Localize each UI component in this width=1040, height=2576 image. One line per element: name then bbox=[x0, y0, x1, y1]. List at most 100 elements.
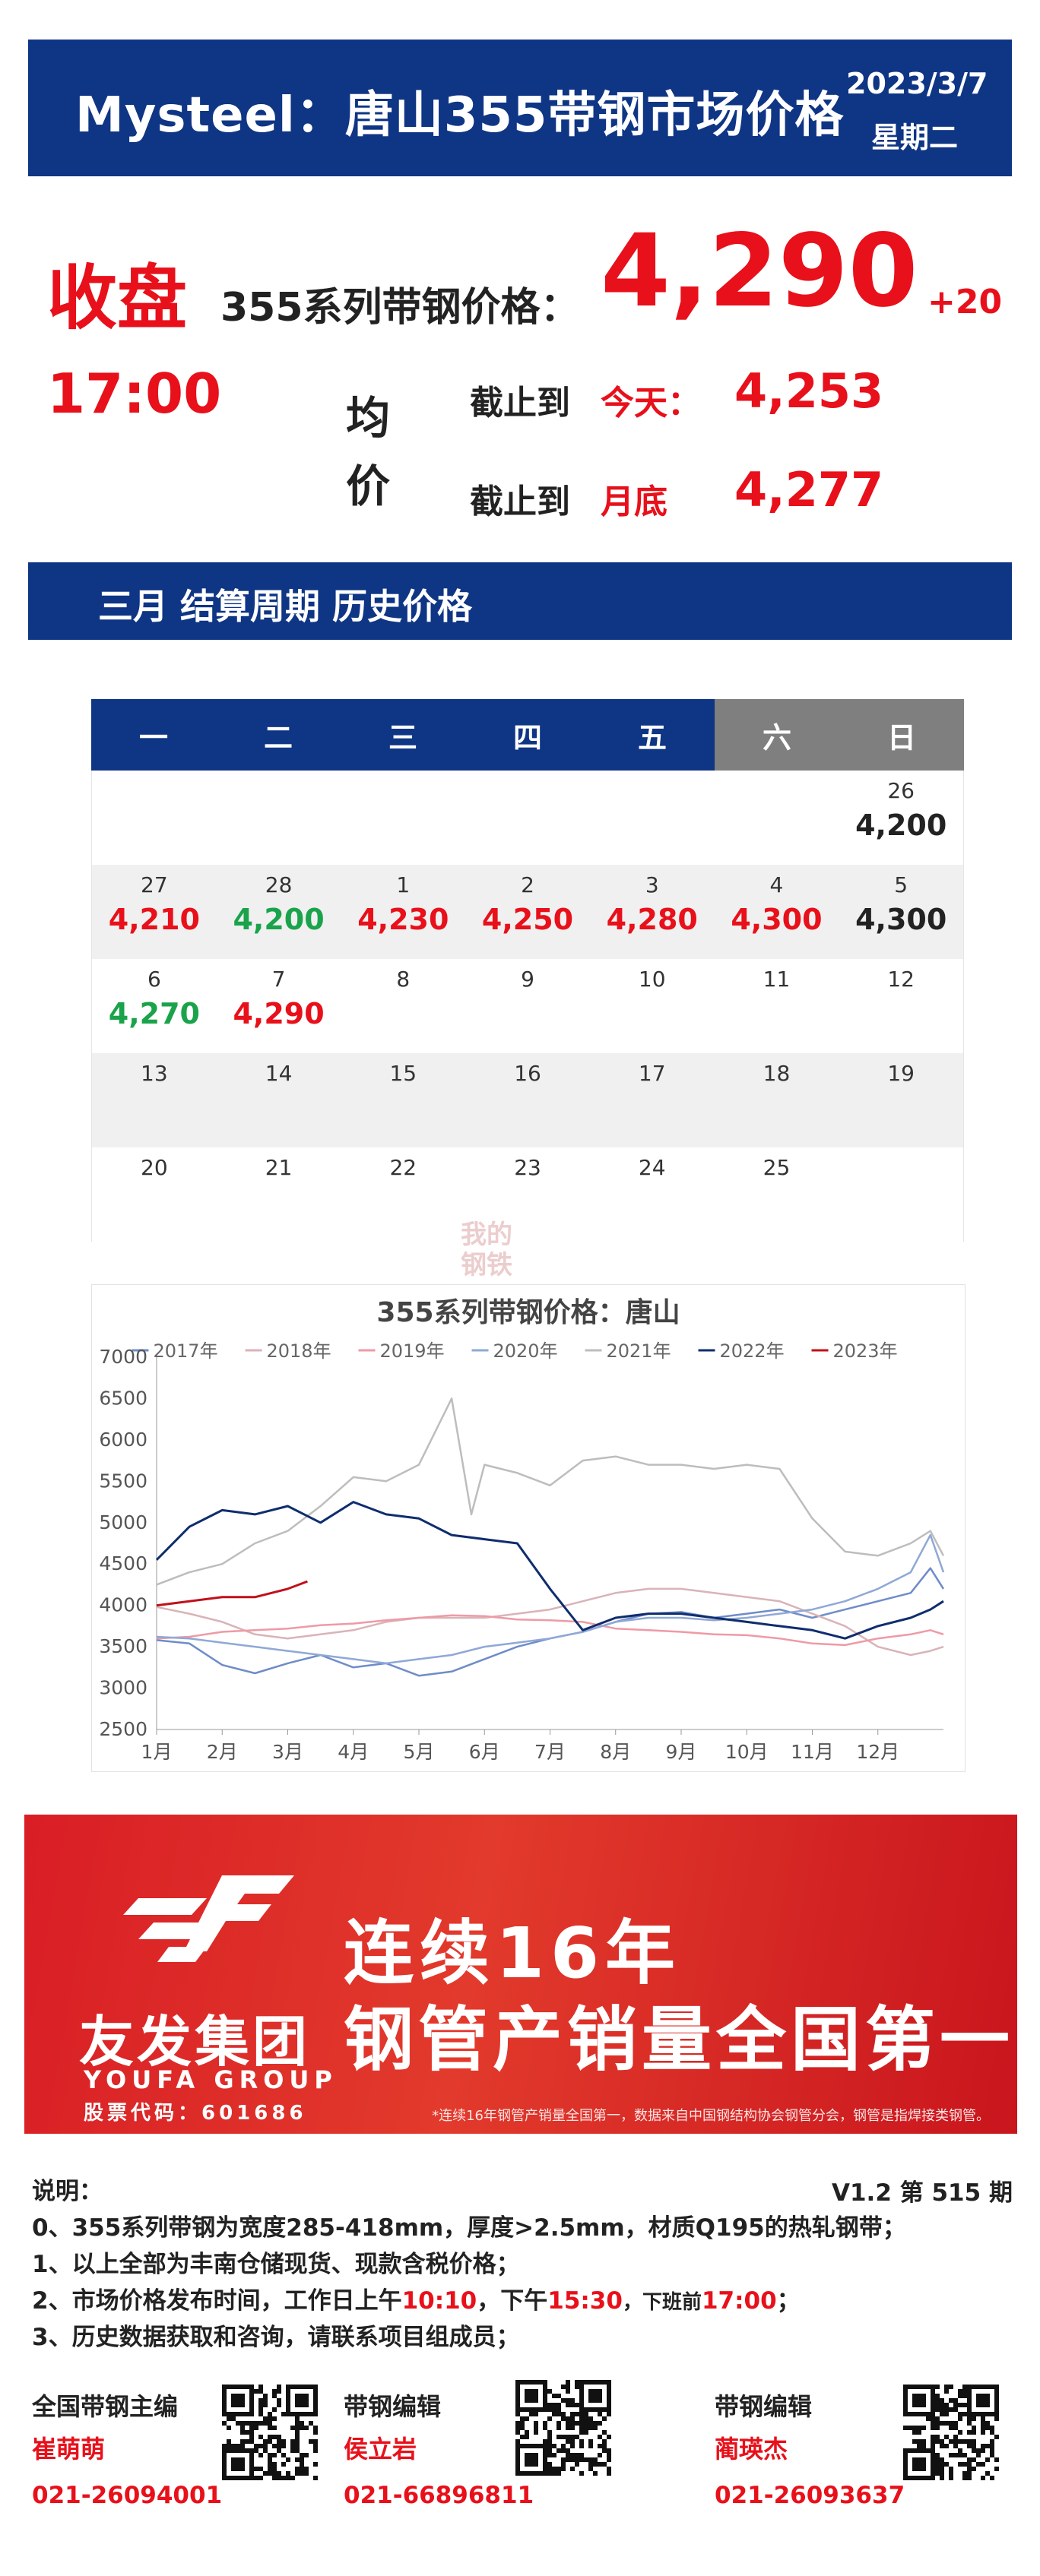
calendar-header: 一二三四五六日 bbox=[91, 699, 964, 771]
calendar-day-cell: 25 bbox=[715, 1147, 839, 1242]
contact-chief-editor: 全国带钢主编 崔萌萌 021-26094001 bbox=[32, 2388, 222, 2509]
price-calendar: 一二三四五六日 26 4,200 27 4,210 28 4,200 1 4,230 2 4,25… bbox=[91, 699, 964, 1242]
note-line-2-b: ，下午 bbox=[477, 2287, 548, 2315]
y-tick-label: 6500 bbox=[99, 1387, 147, 1409]
x-tick-label: 8月 bbox=[600, 1741, 631, 1763]
avg-month-value: 4,277 bbox=[734, 462, 884, 517]
calendar-day-cell: 4 4,300 bbox=[715, 865, 839, 959]
calendar-day-number: 5 bbox=[894, 872, 908, 897]
ad-banner[interactable]: 友发集团 YOUFA GROUP 股票代码：601686 连续16年 钢管产销量… bbox=[24, 1815, 1017, 2134]
note-line-3: 3、历史数据获取和咨询，请联系项目组成员； bbox=[32, 2324, 520, 2351]
legend-entry: 2022年 bbox=[720, 1340, 785, 1362]
price-value: 4,290 bbox=[601, 213, 918, 330]
notes-section: 说明： V1.2 第 515 期 0、355系列带钢为宽度285-418mm，厚… bbox=[32, 2173, 1013, 2356]
calendar-weekday-header: 日 bbox=[839, 699, 964, 771]
calendar-day-price: 4,210 bbox=[108, 903, 200, 936]
calendar-day-cell: 12 bbox=[839, 959, 963, 1053]
y-tick-label: 3500 bbox=[99, 1635, 147, 1657]
header-bar: Mysteel：唐山355带钢市场价格 2023/3/7 星期二 bbox=[28, 40, 1012, 176]
series-line bbox=[156, 1567, 945, 1677]
contact-phone[interactable]: 021-66896811 bbox=[344, 2482, 534, 2509]
contact-phone[interactable]: 021-26094001 bbox=[32, 2482, 223, 2509]
contact-name: 崔萌萌 bbox=[32, 2435, 106, 2464]
legend-entry: 2017年 bbox=[154, 1340, 218, 1362]
calendar-day-cell: 6 4,270 bbox=[92, 959, 217, 1053]
series-line bbox=[156, 1397, 945, 1586]
watermark-logo: 我的钢铁 bbox=[461, 1220, 512, 1280]
calendar-day-cell bbox=[715, 771, 839, 865]
contact-name: 蔺瑛杰 bbox=[715, 2435, 788, 2464]
calendar-day-cell: 10 bbox=[590, 959, 715, 1053]
price-label: 355系列带钢价格： bbox=[220, 285, 580, 331]
x-tick-label: 6月 bbox=[469, 1741, 500, 1763]
y-tick-label: 5000 bbox=[99, 1511, 147, 1533]
calendar-day-number: 24 bbox=[638, 1155, 666, 1180]
close-label: 收盘 bbox=[47, 258, 188, 339]
calendar-day-price: 4,300 bbox=[731, 903, 823, 936]
calendar-day-price: 4,300 bbox=[855, 903, 947, 936]
calendar-weekday-header: 一 bbox=[91, 699, 216, 771]
calendar-day-cell: 19 bbox=[839, 1053, 963, 1147]
section-bar: 三月 结算周期 历史价格 bbox=[28, 562, 1012, 640]
ad-brand-en: YOUFA GROUP bbox=[84, 2065, 338, 2094]
series-line bbox=[155, 1501, 944, 1640]
note-line-2-a: 2、市场价格发布时间，工作日上午 bbox=[32, 2287, 402, 2315]
calendar-day-number: 7 bbox=[271, 967, 286, 992]
avg-today-value: 4,253 bbox=[734, 363, 884, 419]
contact-role: 带钢编辑 bbox=[715, 2392, 813, 2421]
version-issue: V1.2 第 515 期 bbox=[832, 2179, 1013, 2207]
calendar-day-number: 8 bbox=[396, 967, 411, 992]
contact-name: 侯立岩 bbox=[344, 2435, 417, 2464]
calendar-day-price: 4,280 bbox=[606, 903, 698, 936]
series-line bbox=[156, 1614, 944, 1647]
chart-svg: 355系列带钢价格：唐山 2017年 2018年 2019年 2020年 2021年 202… bbox=[99, 1296, 945, 1763]
legend-entry: 2019年 bbox=[380, 1340, 445, 1362]
calendar-day-price: 4,270 bbox=[108, 997, 200, 1030]
calendar-day-cell: 1 4,230 bbox=[341, 865, 465, 959]
avg-today-label: 截止到 bbox=[470, 384, 570, 422]
calendar-day-cell: 21 bbox=[217, 1147, 341, 1242]
qr-code-icon[interactable] bbox=[514, 2375, 613, 2480]
calendar-day-cell bbox=[590, 771, 715, 865]
note-line-1: 1、以上全部为丰南仓储现货、现款含税价格； bbox=[32, 2251, 520, 2278]
calendar-day-number: 12 bbox=[887, 967, 915, 992]
ad-stock-code: 股票代码：601686 bbox=[84, 2102, 307, 2125]
calendar-day-cell: 13 bbox=[92, 1053, 217, 1147]
calendar-day-cell: 15 bbox=[341, 1053, 465, 1147]
calendar-day-number: 18 bbox=[763, 1061, 791, 1086]
qr-code-icon[interactable] bbox=[220, 2380, 319, 2485]
qr-code-icon[interactable] bbox=[902, 2380, 1000, 2485]
calendar-day-cell: 23 bbox=[465, 1147, 590, 1242]
y-tick-label: 4500 bbox=[99, 1552, 147, 1574]
contact-editor-2: 带钢编辑 蔺瑛杰 021-26093637 bbox=[715, 2388, 905, 2509]
afternoon-time: 15:30 bbox=[547, 2287, 623, 2315]
calendar-day-number: 11 bbox=[763, 967, 791, 992]
price-change: +20 bbox=[927, 283, 1003, 321]
calendar-day-cell: 8 bbox=[341, 959, 465, 1053]
calendar-day-number: 1 bbox=[396, 872, 411, 897]
y-tick-label: 2500 bbox=[99, 1718, 147, 1740]
calendar-day-number: 28 bbox=[265, 872, 293, 897]
calendar-day-cell: 5 4,300 bbox=[839, 865, 963, 959]
calendar-day-cell: 20 bbox=[92, 1147, 217, 1242]
calendar-day-price: 4,200 bbox=[855, 809, 947, 842]
calendar-day-number: 25 bbox=[763, 1155, 791, 1180]
contact-editor-1: 带钢编辑 侯立岩 021-66896811 bbox=[344, 2388, 534, 2509]
calendar-day-number: 22 bbox=[389, 1155, 417, 1180]
x-tick-label: 11月 bbox=[791, 1741, 834, 1763]
contact-phone[interactable]: 021-26093637 bbox=[715, 2482, 905, 2509]
calendar-day-number: 17 bbox=[638, 1061, 666, 1086]
calendar-day-cell: 3 4,280 bbox=[590, 865, 715, 959]
ad-slogan-1: 连续16年 bbox=[344, 1913, 682, 1994]
avg-today-key: 今天： bbox=[601, 384, 701, 422]
x-tick-label: 1月 bbox=[141, 1741, 173, 1763]
calendar-day-cell bbox=[839, 1147, 963, 1242]
calendar-day-number: 19 bbox=[887, 1061, 915, 1086]
y-tick-label: 5500 bbox=[99, 1470, 147, 1492]
x-tick-label: 4月 bbox=[338, 1741, 369, 1763]
x-tick-label: 9月 bbox=[666, 1741, 697, 1763]
notes-heading: 说明： bbox=[32, 2178, 103, 2205]
calendar-day-cell: 11 bbox=[715, 959, 839, 1053]
calendar-day-number: 20 bbox=[141, 1155, 168, 1180]
calendar-weekday-header: 六 bbox=[715, 699, 839, 771]
